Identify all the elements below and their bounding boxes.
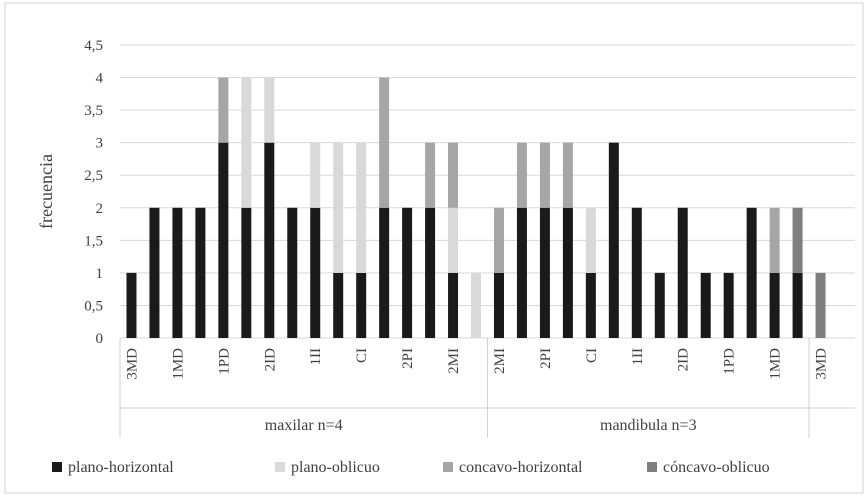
bar-segment-concavo-horizontal bbox=[516, 142, 527, 208]
bar-segment-plano-horizontal bbox=[264, 142, 275, 338]
legend-label: concavo-horizontal bbox=[459, 459, 583, 476]
bar-segment-plano-horizontal bbox=[195, 207, 206, 338]
y-tick-label: 0,5 bbox=[84, 298, 103, 314]
x-tick-label: 3MD bbox=[814, 348, 830, 380]
bar-segment-plano-oblicuo bbox=[333, 142, 344, 273]
x-tick-label: 2ID bbox=[676, 348, 692, 371]
x-axis-ticks: 3MD 1MD 1PD 2ID 1II CI 2PI 2MI 2MI 2PI CI 1II 2ID 1PD… bbox=[124, 348, 829, 380]
x-tick-label: 2MI bbox=[492, 348, 508, 374]
bar-segment-plano-oblicuo bbox=[471, 272, 482, 338]
x-tick-label: 1MD bbox=[170, 348, 186, 380]
bar-segment-plano-horizontal bbox=[654, 272, 665, 338]
bar-segment-plano-horizontal bbox=[792, 272, 803, 338]
bar-segment-plano-horizontal bbox=[608, 142, 619, 338]
bar-segment-plano-horizontal bbox=[448, 272, 459, 338]
group-label: maxilar n=4 bbox=[265, 417, 343, 434]
bar-segment-plano-horizontal bbox=[700, 272, 711, 338]
x-tick-label: 1II bbox=[630, 348, 646, 366]
x-tick-label: CI bbox=[584, 348, 600, 363]
bar-segment-plano-horizontal bbox=[287, 207, 298, 338]
bar-segment-concavo-horizontal bbox=[493, 207, 504, 273]
y-tick-label: 1 bbox=[96, 266, 104, 282]
bar-segment-plano-oblicuo bbox=[310, 142, 321, 208]
bar-segment-concavo-horizontal bbox=[769, 207, 780, 273]
bar-segment-plano-horizontal bbox=[333, 272, 344, 338]
y-tick-label: 2,5 bbox=[84, 168, 103, 184]
legend-swatch bbox=[275, 462, 285, 472]
bar-segment-plano-horizontal bbox=[631, 207, 642, 338]
bar-segment-plano-horizontal bbox=[493, 272, 504, 338]
bar-segment-plano-oblicuo bbox=[356, 142, 367, 273]
group-label: mandibula n=3 bbox=[600, 417, 697, 434]
y-axis-label: frecuencia bbox=[36, 154, 56, 229]
bar-segment-plano-oblicuo bbox=[264, 77, 275, 143]
legend-swatch bbox=[52, 462, 62, 472]
legend: plano-horizontal plano-oblicuo concavo-hor… bbox=[52, 459, 770, 476]
bar-segment-plano-horizontal bbox=[585, 272, 596, 338]
legend-swatch bbox=[443, 462, 453, 472]
bar-segment-plano-horizontal bbox=[218, 142, 229, 338]
bar-segment-plano-horizontal bbox=[310, 207, 321, 338]
bar-segment-plano-horizontal bbox=[149, 207, 160, 338]
y-tick-label: 1,5 bbox=[84, 233, 103, 249]
bar-segment-plano-horizontal bbox=[516, 207, 527, 338]
bar-segment-plano-horizontal bbox=[425, 207, 436, 338]
legend-swatch bbox=[647, 462, 657, 472]
bar-segment-concavo-horizontal bbox=[562, 142, 573, 208]
bar-segment-plano-oblicuo bbox=[585, 207, 596, 273]
y-tick-label: 0 bbox=[96, 331, 104, 347]
x-tick-label: 2ID bbox=[262, 348, 278, 371]
bar-segment-concavo-horizontal bbox=[425, 142, 436, 208]
bar-segment-concavo-horizontal bbox=[379, 77, 390, 208]
bar-segment-plano-horizontal bbox=[126, 272, 137, 338]
bar-segment-plano-horizontal bbox=[172, 207, 183, 338]
bar-segment-plano-horizontal bbox=[402, 207, 413, 338]
bar-segment-c-ncavo-oblicuo bbox=[815, 272, 826, 338]
bar-segment-plano-horizontal bbox=[562, 207, 573, 338]
x-tick-label: CI bbox=[354, 348, 370, 363]
x-tick-label: 2MI bbox=[446, 348, 462, 374]
x-axis-groups: maxilar n=4 mandibula n=3 bbox=[119, 338, 855, 438]
y-tick-label: 2 bbox=[96, 201, 104, 217]
bar-segment-plano-horizontal bbox=[241, 207, 252, 338]
y-tick-label: 4,5 bbox=[84, 38, 103, 54]
bar-segment-concavo-horizontal bbox=[218, 77, 229, 143]
x-tick-label: 1PD bbox=[216, 348, 232, 375]
x-tick-label: 2PI bbox=[400, 348, 416, 369]
bar-segment-plano-horizontal bbox=[379, 207, 390, 338]
bar-segment-concavo-horizontal bbox=[539, 142, 550, 208]
bar-segment-plano-horizontal bbox=[356, 272, 367, 338]
bar-segment-plano-horizontal bbox=[769, 272, 780, 338]
x-tick-label: 1MD bbox=[768, 348, 784, 380]
y-tick-label: 4 bbox=[96, 71, 104, 87]
bar-segment-concavo-horizontal bbox=[448, 142, 459, 208]
bars bbox=[126, 77, 826, 338]
bar-segment-plano-oblicuo bbox=[241, 77, 252, 208]
y-axis-ticks: 0 0,5 1 1,5 2 2,5 3 3,5 4 4,5 bbox=[84, 38, 103, 347]
legend-label: cóncavo-oblicuo bbox=[663, 459, 770, 476]
bar-segment-plano-horizontal bbox=[723, 272, 734, 338]
bar-segment-plano-horizontal bbox=[677, 207, 688, 338]
bar-segment-plano-oblicuo bbox=[448, 207, 459, 273]
x-tick-label: 1II bbox=[308, 348, 324, 366]
y-tick-label: 3,5 bbox=[84, 103, 103, 119]
bar-segment-plano-horizontal bbox=[746, 207, 757, 338]
x-tick-label: 3MD bbox=[124, 348, 140, 380]
x-tick-label: 2PI bbox=[538, 348, 554, 369]
x-tick-label: 1PD bbox=[722, 348, 738, 375]
bar-segment-plano-horizontal bbox=[539, 207, 550, 338]
legend-label: plano-oblicuo bbox=[291, 459, 380, 476]
bar-segment-c-ncavo-oblicuo bbox=[792, 207, 803, 273]
legend-label: plano-horizontal bbox=[68, 459, 174, 476]
y-tick-label: 3 bbox=[96, 136, 104, 152]
